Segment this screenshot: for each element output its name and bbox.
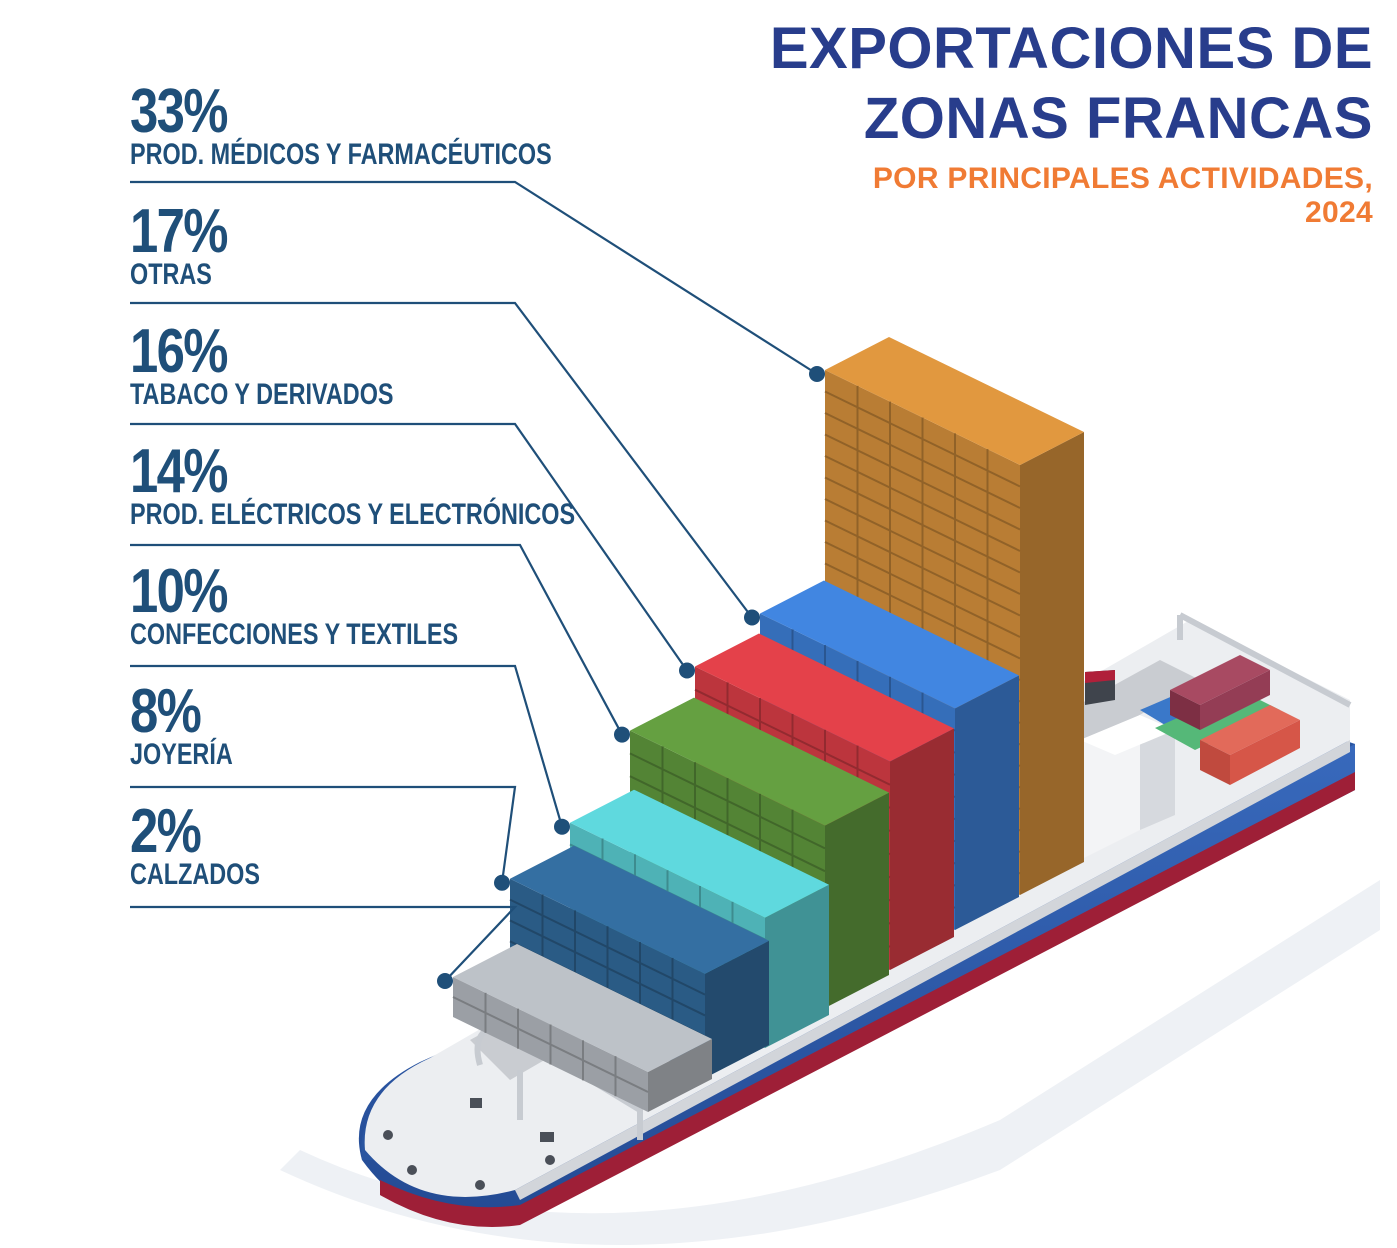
stack-right-face [648,1039,712,1112]
connector-line [130,543,623,736]
value-label: 16% [130,317,228,386]
category-label: PROD. ELÉCTRICOS Y ELECTRÓNICOS [130,498,576,531]
stack-right-face [825,792,889,1008]
stack-right-face [765,884,829,1048]
container-stack [452,944,712,1112]
stack-top-face [510,845,769,974]
value-label: 33% [130,77,228,146]
stack-top-face [760,580,1019,709]
connector-line [130,301,753,619]
connector-line [130,664,564,828]
category-label: JOYERÍA [130,738,233,771]
connector-dot [437,973,453,989]
category-label: OTRAS [130,258,212,291]
container-stacks [452,337,1084,1112]
stack-top-face [570,789,829,918]
connector-line [130,422,688,672]
connector-line [130,785,517,883]
stack-right-face [890,728,954,970]
category-label: CALZADOS [130,858,260,891]
legend-item: 17% OTRAS [130,197,560,291]
category-label: PROD. MÉDICOS Y FARMACÉUTICOS [130,138,552,171]
category-label: CONFECCIONES Y TEXTILES [130,618,459,651]
stack-right-face [1020,432,1084,895]
legend-item: 14% PROD. ELÉCTRICOS Y ELECTRÓNICOS [130,437,576,531]
connector-dot [744,609,760,626]
title-block: EXPORTACIONES DE ZONAS FRANCAS POR PRINC… [673,14,1373,230]
stack-right-face [955,675,1019,930]
value-label: 8% [130,677,202,746]
bridge-tower [1080,670,1175,860]
subtitle-line-2: 2024 [1305,196,1373,229]
connector-dot [494,874,510,891]
title-line-2: ZONAS FRANCAS [863,86,1373,151]
title-line-1: EXPORTACIONES DE [769,16,1373,81]
legend-item: 10% CONFECCIONES Y TEXTILES [130,557,560,651]
value-label: 14% [130,437,228,506]
connector-line [130,905,518,982]
legend-item: 16% TABACO Y DERIVADOS [130,317,560,411]
connector-lines [130,180,825,989]
stack-right-face [705,940,769,1078]
legend-item: 2% CALZADOS [130,797,560,891]
value-label: 2% [130,797,202,866]
stack-top-face [630,697,889,826]
connector-line [130,180,818,375]
stern-containers [1140,655,1300,785]
connector-dot [554,818,570,835]
value-label: 10% [130,557,228,626]
connector-dot [809,366,825,382]
category-label: TABACO Y DERIVADOS [130,378,394,411]
stack-top-face [695,633,954,762]
water-shadow [280,880,1380,1245]
value-label: 17% [130,197,228,266]
stack-top-face [825,337,1084,465]
legend-item: 33% PROD. MÉDICOS Y FARMACÉUTICOS [130,77,560,171]
deck-fittings [383,1098,555,1190]
legend-item: 8% JOYERÍA [130,677,560,771]
connector-dot [614,726,630,743]
connector-dot [679,662,695,679]
subtitle-line-1: POR PRINCIPALES ACTIVIDADES, [872,162,1373,195]
stack-top-face [453,944,712,1072]
